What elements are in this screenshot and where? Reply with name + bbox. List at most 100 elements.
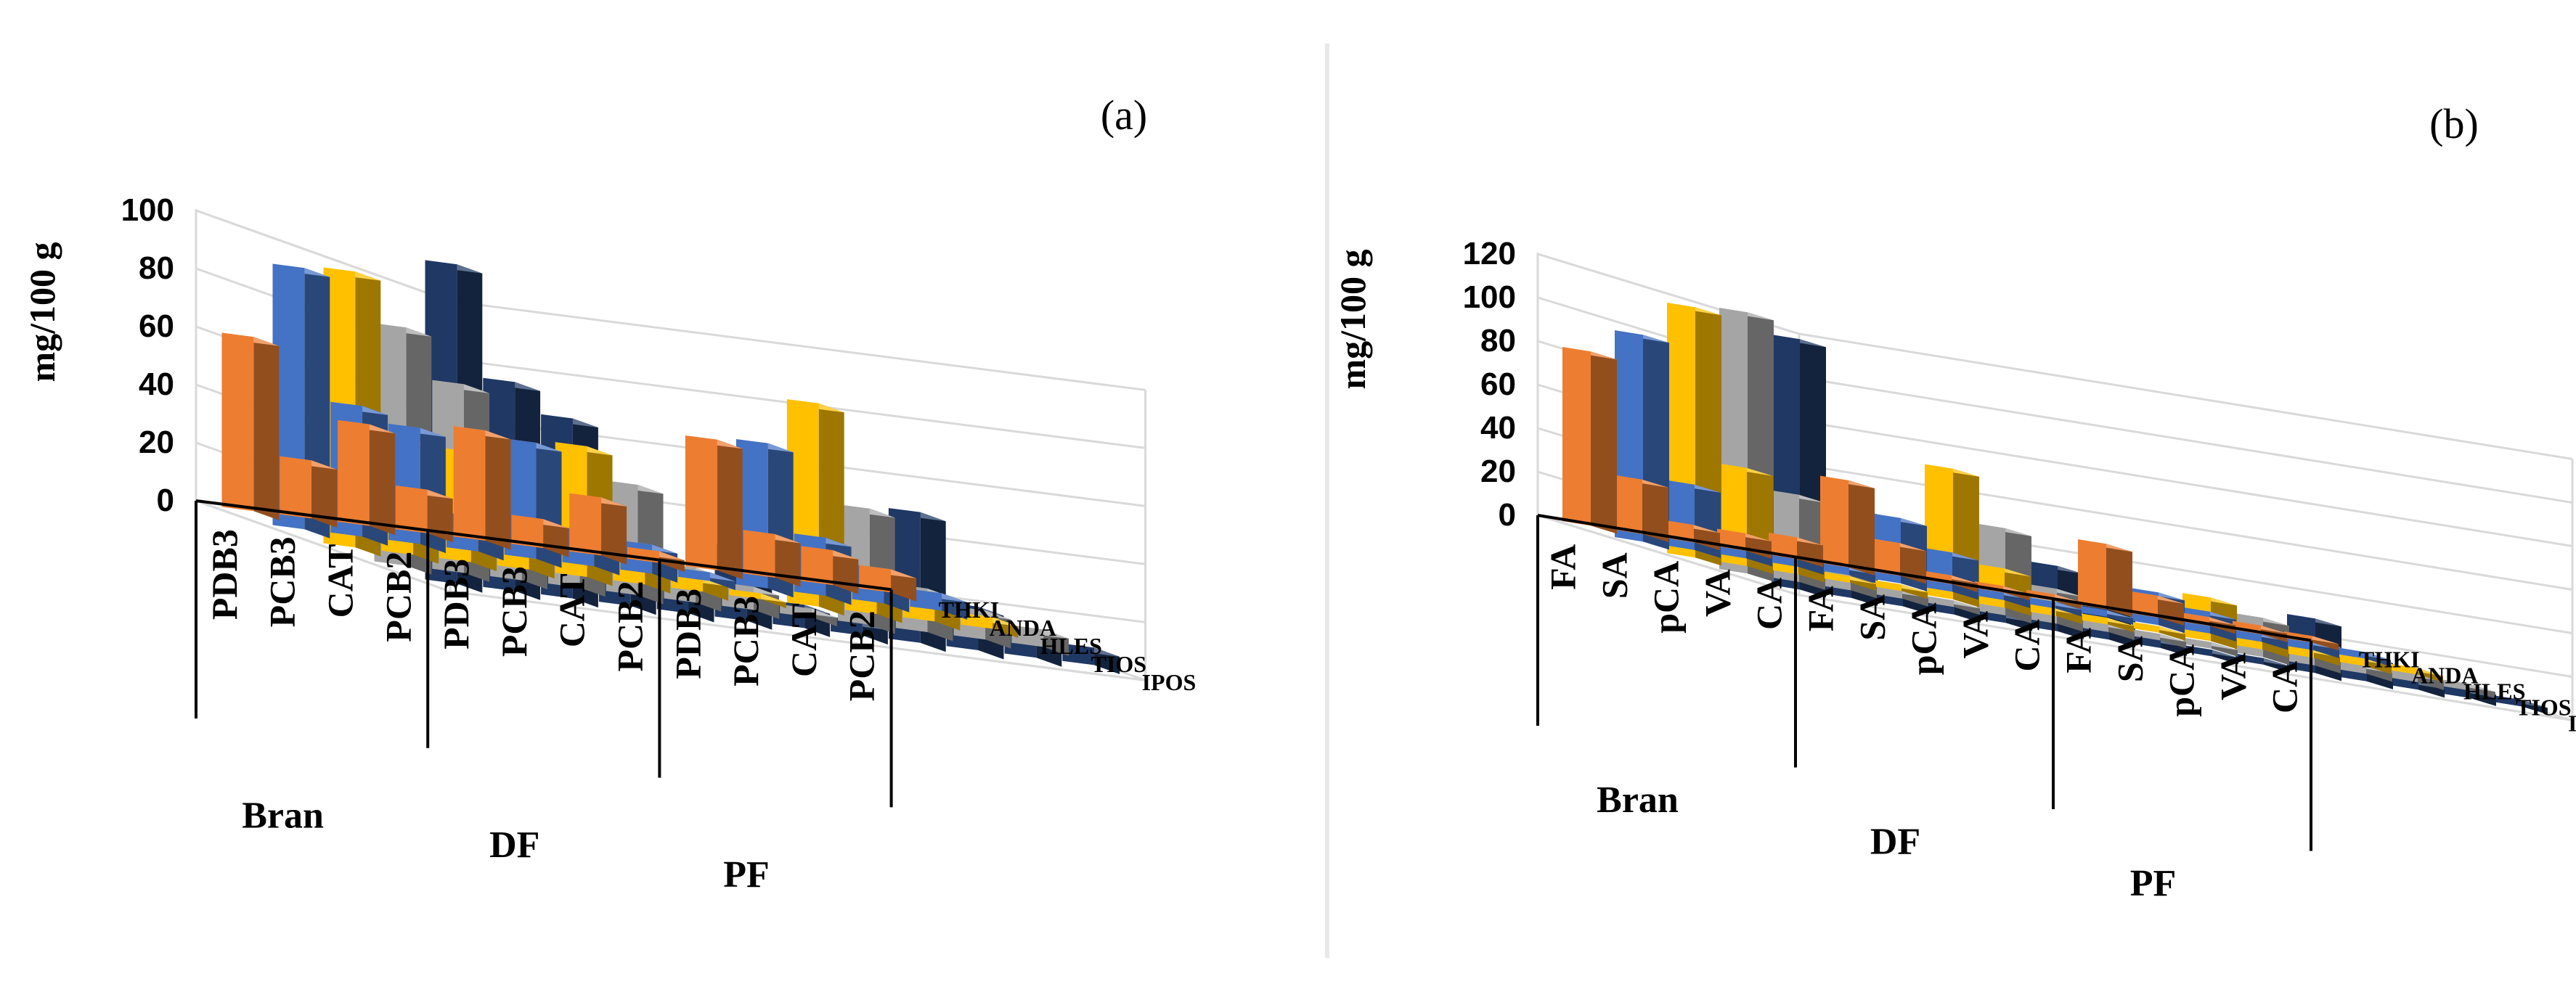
bar-tios-pf-ca: [2441, 679, 2495, 699]
series-label-anda: ANDA: [2411, 663, 2478, 689]
y-tick-label: 60: [1480, 366, 1516, 402]
category-label: SA: [1852, 594, 1893, 641]
y-tick-label: 80: [1480, 323, 1516, 359]
category-label: VA: [1955, 611, 1996, 659]
group-label-pf: PF: [723, 854, 770, 896]
category-label: CAT: [783, 603, 824, 677]
bar-ipos-pf-pcb2: [1062, 643, 1120, 674]
bar-anda-df-ca: [2079, 605, 2133, 625]
bar-anda-pf-ca: [2336, 647, 2391, 667]
y-tick-label: 0: [157, 483, 174, 518]
bar-tios-bran-ca: [1925, 596, 1980, 615]
category-label: PCB3: [262, 536, 303, 627]
group-label-df: DF: [1870, 821, 1920, 862]
panel-label: (b): [2429, 100, 2479, 147]
bar-thki-bran-fa: [1562, 347, 1617, 534]
y-tick-label: 40: [139, 366, 174, 402]
series-label-ipos: IPOS: [2568, 710, 2576, 737]
category-label: CA: [2007, 619, 2047, 671]
axes: [195, 499, 893, 808]
category-label: VA: [2213, 652, 2254, 700]
bar-thki-bran-sa: [1614, 475, 1668, 542]
bar-tios-pf-pcb2: [1011, 625, 1069, 656]
category-label: SA: [2110, 636, 2151, 682]
category-label: pCA: [1646, 561, 1687, 634]
series-label-tios: TIOS: [2516, 695, 2571, 721]
category-label: FA: [1801, 586, 1841, 631]
y-axis-title: mg/100 g: [1332, 249, 1373, 389]
category-label: pCA: [2161, 644, 2202, 717]
category-label: CA: [1749, 578, 1790, 630]
category-axis: [195, 499, 892, 591]
bar-ipos-df-ca: [2235, 653, 2290, 673]
category-label: PDB3: [204, 529, 245, 620]
series-label-tios: TIOS: [1091, 651, 1146, 677]
category-label: PDB3: [436, 559, 476, 650]
series-label-ipos: IPOS: [1142, 669, 1197, 695]
bar-hles-bran-ca: [1873, 580, 1928, 599]
bar-thki-df-cat: [569, 493, 627, 565]
bar-hles-df-ca: [2131, 621, 2185, 641]
y-tick-label: 20: [139, 425, 174, 460]
gridline: [1537, 514, 2573, 721]
group-label-bran: Bran: [1597, 779, 1679, 821]
bar-hles-bran-va: [1822, 571, 1876, 591]
y-tick-label: 0: [1499, 497, 1516, 533]
bar-tios-df-va: [2132, 629, 2186, 649]
y-tick-label: 80: [139, 250, 174, 286]
bar-thki-df-fa: [1820, 475, 1875, 576]
category-label: PDB3: [667, 589, 708, 679]
bar-anda-pf-pcb2: [910, 589, 968, 620]
panel-label: (a): [1101, 91, 1147, 139]
bar-ipos-df-va: [2184, 645, 2238, 665]
gridline: [195, 499, 1146, 681]
bar-anda-df-pcb2: [678, 568, 735, 591]
category-label: PCB3: [494, 566, 534, 657]
axes: [1536, 514, 2312, 851]
labels: 0 20 40 60 80 100 PDB3 PCB3 CAT PCB2 PDB3 PCB3 CAT PC…: [22, 91, 1196, 896]
category-label: SA: [1594, 552, 1635, 599]
bar-tios-df-ca: [2183, 637, 2238, 657]
bar-hles-df-va: [2079, 613, 2134, 633]
bar-thki-pf-pdb3: [685, 435, 743, 580]
bar-hles-df-pcb2: [729, 589, 786, 609]
gridline: [1537, 253, 2573, 460]
category-label: PCB2: [841, 610, 882, 701]
series-label-thki: THKI: [939, 597, 1000, 623]
y-axis-title: mg/100 g: [22, 242, 62, 382]
bar-thki-bran-pcb3: [280, 456, 338, 528]
category-label: FA: [2058, 628, 2099, 673]
series-label-thki: THKI: [2359, 647, 2420, 673]
y-tick-label: 60: [139, 308, 174, 344]
category-label: CAT: [552, 573, 592, 647]
chart-panel-a: 0 20 40 60 80 100 PDB3 PCB3 CAT PCB2 PDB3 PCB3 CAT PC…: [22, 91, 1196, 896]
category-label: CAT: [320, 544, 361, 618]
series-label-hles: HLES: [2463, 679, 2525, 705]
series-label-anda: ANDA: [990, 615, 1056, 641]
category-label: PCB2: [610, 581, 651, 672]
bar-thki-pf-pcb3: [743, 530, 801, 587]
bars: [1562, 303, 2548, 715]
y-tick-label: 120: [1463, 236, 1516, 271]
series-label-hles: HLES: [1040, 633, 1102, 659]
y-tick-label: 100: [1463, 279, 1516, 315]
bar-thki-pf-cat: [801, 546, 859, 594]
bar-thki-bran-pcb2: [395, 486, 453, 543]
category-label: FA: [1543, 544, 1583, 590]
bar-tios-df-pcb2: [780, 604, 837, 627]
y-tick-label: 20: [1480, 454, 1516, 489]
group-label-bran: Bran: [242, 795, 324, 836]
bar-thki-pf-fa: [2078, 539, 2132, 618]
bar-ipos-pf-ca: [2493, 695, 2548, 715]
bar-thki-df-pdb3: [453, 426, 511, 550]
category-label: PCB3: [725, 596, 766, 687]
bars: [221, 260, 1120, 674]
bar-thki-bran-cat: [338, 419, 395, 536]
category-axis: [1537, 514, 2312, 642]
category-label: VA: [1697, 569, 1738, 617]
category-label: PCB2: [378, 552, 418, 642]
